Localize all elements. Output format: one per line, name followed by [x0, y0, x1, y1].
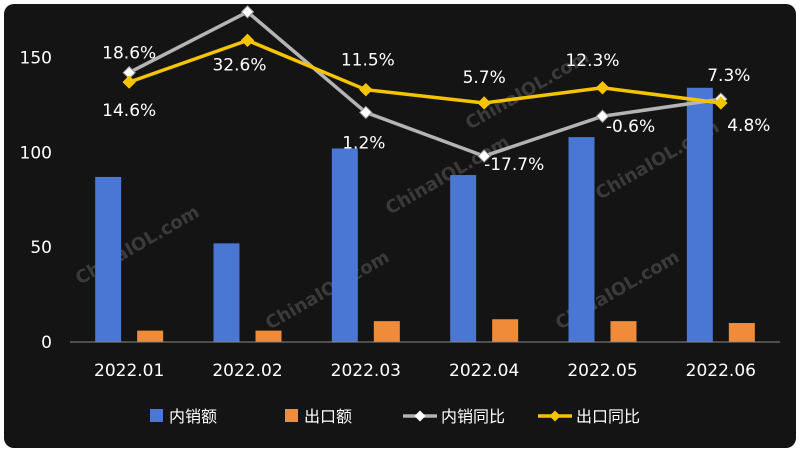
y-tick-label: 0 [41, 333, 52, 353]
x-tick-label: 2022.06 [686, 361, 756, 381]
bar-domestic [214, 243, 240, 342]
data-label-domestic-yoy: 1.2% [342, 133, 385, 153]
bar-domestic [569, 137, 595, 342]
bar-domestic [95, 177, 121, 342]
bar-domestic [687, 88, 713, 342]
legend-label: 内销同比 [441, 407, 505, 426]
data-label-domestic-yoy: 46.4% [232, 0, 286, 5]
bar-domestic [450, 175, 476, 342]
legend-label: 内销额 [169, 407, 217, 426]
x-tick-label: 2022.03 [331, 361, 401, 381]
bar-export [374, 321, 400, 342]
bar-export [611, 321, 637, 342]
x-tick-label: 2022.02 [212, 361, 282, 381]
bar-export [492, 319, 518, 342]
x-tick-label: 2022.05 [567, 361, 637, 381]
legend-swatch [150, 409, 163, 422]
data-label-export-yoy: 5.7% [463, 68, 506, 88]
data-label-domestic-yoy: -0.6% [606, 117, 655, 137]
bar-export [137, 331, 163, 342]
data-label-export-yoy: 4.8% [727, 116, 770, 136]
data-label-domestic-yoy: -17.7% [484, 155, 544, 175]
data-label-domestic-yoy: 7.3% [707, 66, 750, 86]
y-tick-label: 150 [20, 48, 52, 68]
legend-label: 出口同比 [576, 407, 640, 426]
chart-background [4, 4, 796, 448]
data-label-export-yoy: 12.3% [565, 51, 619, 71]
y-tick-label: 50 [30, 238, 52, 258]
data-label-export-yoy: 11.5% [341, 51, 395, 71]
data-label-export-yoy: 14.6% [102, 101, 156, 121]
x-tick-label: 2022.01 [94, 361, 164, 381]
bar-domestic [332, 148, 358, 342]
y-tick-label: 100 [20, 143, 52, 163]
x-tick-label: 2022.04 [449, 361, 519, 381]
bar-export [256, 331, 282, 342]
legend-label: 出口额 [304, 407, 352, 426]
legend-swatch [285, 409, 298, 422]
bar-export [729, 323, 755, 342]
data-label-export-yoy: 32.6% [212, 55, 266, 75]
data-label-domestic-yoy: 18.6% [102, 44, 156, 64]
